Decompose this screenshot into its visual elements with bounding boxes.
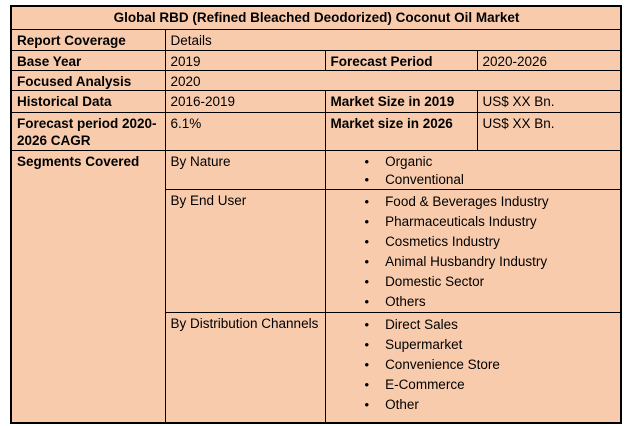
focused-analysis-label: Focused Analysis bbox=[10, 69, 166, 91]
table-row: Global RBD (Refined Bleached Deodorized)… bbox=[10, 5, 622, 30]
bullet-icon: • bbox=[364, 253, 370, 269]
segment-items-distribution: • Direct Sales • Supermarket • Convenien… bbox=[324, 311, 622, 424]
bullet-icon: • bbox=[364, 376, 370, 392]
report-coverage-value: Details bbox=[164, 28, 622, 51]
list-item: • Domestic Sector bbox=[331, 272, 617, 292]
list-item-label: Food & Beverages Industry bbox=[385, 193, 549, 209]
list-item: • Direct Sales bbox=[331, 315, 617, 335]
list-item: • Convenience Store bbox=[331, 355, 617, 375]
historical-data-value: 2016-2019 bbox=[164, 89, 326, 113]
segment-items-nature: • Organic • Conventional bbox=[324, 149, 622, 190]
list-item-label: Others bbox=[385, 293, 426, 309]
segment-category-end-user: By End User bbox=[164, 188, 326, 313]
focused-analysis-value: 2020 bbox=[164, 69, 622, 91]
forecast-cagr-label: Forecast period 2020-2026 CAGR bbox=[10, 111, 166, 151]
list-item: • Supermarket bbox=[331, 335, 617, 355]
bullet-icon: • bbox=[364, 336, 370, 352]
market-size-2026-value: US$ XX Bn. bbox=[476, 111, 622, 151]
list-item-label: Conventional bbox=[385, 171, 464, 187]
bullet-icon: • bbox=[364, 233, 370, 249]
market-size-2019-label: Market Size in 2019 bbox=[324, 89, 478, 113]
bullet-icon: • bbox=[364, 193, 370, 209]
list-item: • Others bbox=[331, 292, 617, 312]
table-row: Historical Data 2016-2019 Market Size in… bbox=[10, 89, 622, 113]
bullet-icon: • bbox=[364, 316, 370, 332]
list-item: • Conventional bbox=[331, 171, 617, 189]
list-item-label: Organic bbox=[385, 153, 433, 169]
list-item-label: Supermarket bbox=[385, 336, 463, 352]
table-row: Base Year 2019 Forecast Period 2020-2026 bbox=[10, 49, 622, 71]
list-item-label: Pharmaceuticals Industry bbox=[385, 213, 537, 229]
market-report-table: Global RBD (Refined Bleached Deodorized)… bbox=[10, 5, 623, 424]
historical-data-label: Historical Data bbox=[10, 89, 166, 113]
list-item: • E-Commerce bbox=[331, 375, 617, 395]
bullet-icon: • bbox=[364, 293, 370, 309]
list-item: • Organic bbox=[331, 153, 617, 171]
table-row: Forecast period 2020-2026 CAGR 6.1% Mark… bbox=[10, 111, 622, 151]
list-item: • Pharmaceuticals Industry bbox=[331, 212, 617, 232]
segments-covered-label: Segments Covered bbox=[10, 149, 166, 424]
bullet-icon: • bbox=[364, 356, 370, 372]
list-item-label: Direct Sales bbox=[385, 316, 458, 332]
list-item: • Other bbox=[331, 395, 617, 415]
report-coverage-label: Report Coverage bbox=[10, 28, 166, 51]
segment-category-distribution: By Distribution Channels bbox=[164, 311, 326, 424]
list-item-label: Domestic Sector bbox=[385, 273, 485, 289]
segment-items-end-user: • Food & Beverages Industry • Pharmaceut… bbox=[324, 188, 622, 313]
list-item: • Animal Husbandry Industry bbox=[331, 252, 617, 272]
list-item-label: Convenience Store bbox=[385, 356, 500, 372]
base-year-label: Base Year bbox=[10, 49, 166, 71]
list-item-label: Other bbox=[385, 396, 419, 412]
market-size-2019-value: US$ XX Bn. bbox=[476, 89, 622, 113]
table-row: By End User • Food & Beverages Industry … bbox=[11, 188, 622, 313]
bullet-icon: • bbox=[364, 213, 370, 229]
forecast-period-value: 2020-2026 bbox=[476, 49, 622, 71]
list-item: • Food & Beverages Industry bbox=[331, 192, 617, 212]
market-size-2026-label: Market size in 2026 bbox=[324, 111, 478, 151]
table-row: Report Coverage Details bbox=[10, 28, 622, 51]
list-item-label: Cosmetics Industry bbox=[385, 233, 500, 249]
list-item: • Cosmetics Industry bbox=[331, 232, 617, 252]
bullet-icon: • bbox=[364, 153, 370, 169]
table-row: By Distribution Channels • Direct Sales … bbox=[11, 311, 622, 424]
table-row: Segments Covered By Nature • Organic • C… bbox=[10, 149, 622, 424]
bullet-icon: • bbox=[364, 171, 370, 187]
table-title: Global RBD (Refined Bleached Deodorized)… bbox=[10, 5, 622, 30]
list-item-label: Animal Husbandry Industry bbox=[385, 253, 548, 269]
segment-category-nature: By Nature bbox=[164, 149, 326, 190]
forecast-cagr-value: 6.1% bbox=[164, 111, 326, 151]
table-row: Focused Analysis 2020 bbox=[10, 69, 622, 91]
bullet-icon: • bbox=[364, 273, 370, 289]
bullet-icon: • bbox=[364, 396, 370, 412]
forecast-period-label: Forecast Period bbox=[324, 49, 478, 71]
base-year-value: 2019 bbox=[164, 49, 326, 71]
list-item-label: E-Commerce bbox=[385, 376, 465, 392]
